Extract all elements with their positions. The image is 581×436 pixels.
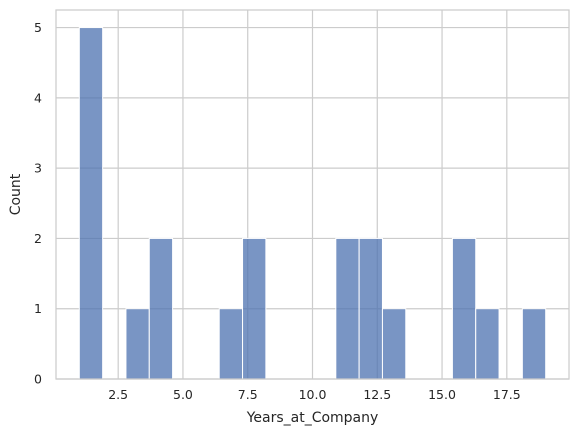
- y-tick-label: 1: [34, 301, 42, 316]
- x-tick-label: 2.5: [108, 387, 128, 402]
- y-tick-label: 5: [34, 20, 42, 35]
- x-axis-label: Years_at_Company: [246, 410, 379, 426]
- y-tick-label: 0: [34, 372, 42, 387]
- histogram-bar: [521, 308, 547, 380]
- x-tick-label: 15.0: [428, 387, 456, 402]
- histogram-bar: [148, 237, 174, 380]
- histogram-bar: [358, 237, 383, 380]
- histogram-bar: [451, 237, 477, 380]
- plot-frame: [55, 9, 570, 380]
- grid-lines: [56, 10, 569, 380]
- y-tick-labels: 0 1 2 3 4 5: [34, 20, 42, 386]
- x-tick-label: 12.5: [363, 387, 391, 402]
- histogram-bar: [218, 308, 244, 380]
- y-tick-label: 2: [34, 231, 42, 246]
- histogram-bar: [475, 308, 500, 380]
- x-tick-label: 5.0: [173, 387, 193, 402]
- y-tick-label: 4: [34, 90, 42, 105]
- histogram-bar: [381, 308, 407, 380]
- y-axis-label: Count: [8, 173, 24, 215]
- x-tick-label: 10.0: [299, 387, 327, 402]
- histogram-bar: [125, 308, 150, 380]
- histogram-bar: [242, 237, 267, 380]
- y-tick-label: 3: [34, 161, 42, 176]
- histogram-bar: [78, 27, 104, 380]
- bars: [78, 27, 547, 380]
- x-tick-label: 7.5: [238, 387, 258, 402]
- histogram-bar: [335, 237, 360, 380]
- x-tick-label: 17.5: [493, 387, 521, 402]
- x-tick-labels: 2.5 5.0 7.5 10.0 12.5 15.0 17.5: [108, 387, 521, 402]
